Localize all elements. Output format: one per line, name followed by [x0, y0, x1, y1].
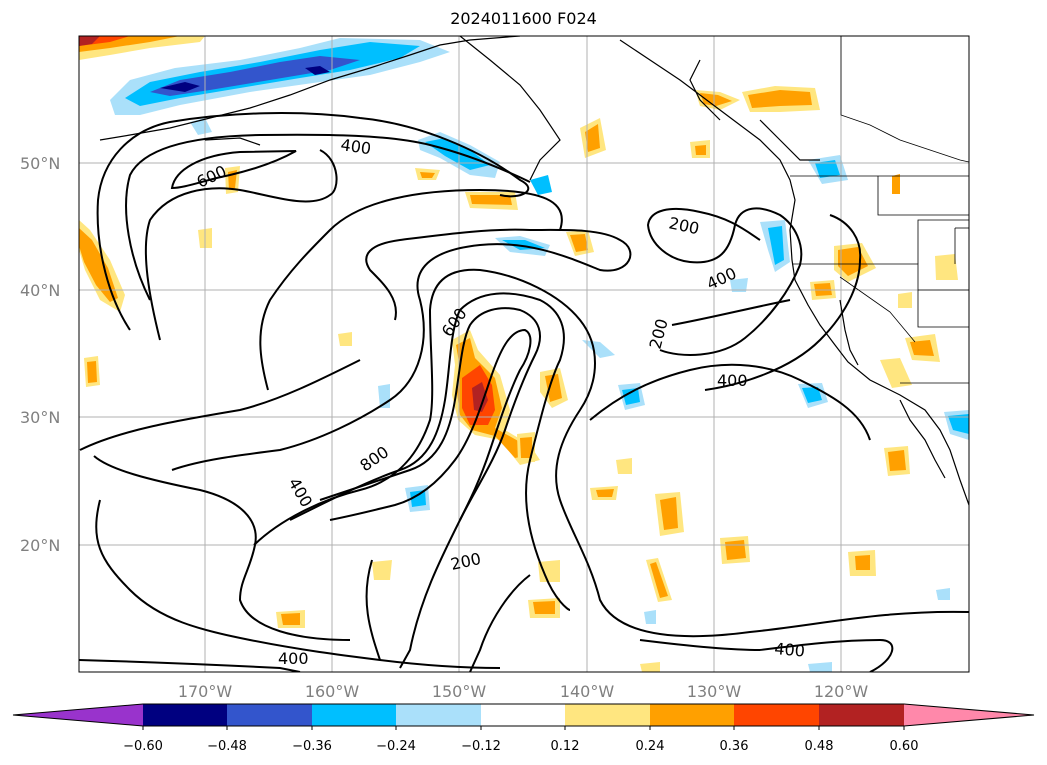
colorbar-extend-high [904, 704, 1034, 726]
lat-label: 50°N [20, 154, 60, 173]
map-background [79, 36, 969, 672]
colorbar-segment [734, 704, 819, 726]
colorbar-tick-label: −0.60 [123, 739, 163, 754]
colorbar-tick-label: 0.24 [636, 739, 665, 754]
colorbar [12, 703, 1035, 730]
colorbar-segment [312, 704, 396, 726]
colorbar-segment [481, 704, 565, 726]
colorbar-segment [819, 704, 904, 726]
colorbar-tick-label: 0.36 [720, 739, 749, 754]
map-frame [78, 35, 970, 673]
coastlines [99, 36, 969, 506]
colorbar-segment [565, 704, 650, 726]
colorbar-tick-label: 0.12 [551, 739, 580, 754]
shaded-fields [79, 36, 969, 672]
lat-label: 30°N [20, 408, 60, 427]
colorbar-segment [650, 704, 734, 726]
colorbar-tick-label: −0.12 [461, 739, 501, 754]
lon-label: 120°W [814, 682, 869, 701]
colorbar-tick-labels: −0.60 −0.48 −0.36 −0.24 −0.12 0.12 0.24 … [123, 739, 918, 754]
colorbar-tick-label: −0.48 [207, 739, 247, 754]
contour-label: 400 [717, 371, 748, 390]
colorbar-tick-label: −0.24 [376, 739, 416, 754]
contour-label: 400 [774, 639, 806, 661]
graticule [79, 36, 969, 672]
lon-label: 130°W [687, 682, 742, 701]
longitude-labels: 170°W 160°W 150°W 140°W 130°W 120°W [178, 682, 869, 701]
contour-label: 400 [278, 649, 309, 668]
contour-label: 400 [339, 135, 372, 158]
lon-label: 160°W [305, 682, 360, 701]
lon-label: 170°W [178, 682, 233, 701]
colorbar-extend-low [13, 704, 143, 726]
lat-label: 20°N [20, 536, 60, 555]
lat-label: 40°N [20, 281, 60, 300]
lon-label: 150°W [432, 682, 487, 701]
colorbar-segment [143, 704, 227, 726]
colorbar-tick-label: 0.48 [805, 739, 834, 754]
latitude-labels: 50°N 40°N 30°N 20°N [20, 154, 60, 555]
map-title: 2024011600 F024 [450, 9, 597, 28]
contour-lines [79, 112, 969, 672]
colorbar-tick-label: 0.60 [890, 739, 919, 754]
borders [790, 36, 969, 384]
lon-label: 140°W [560, 682, 615, 701]
colorbar-segment [227, 704, 312, 726]
colorbar-segment [396, 704, 481, 726]
colorbar-tick-label: −0.36 [292, 739, 332, 754]
